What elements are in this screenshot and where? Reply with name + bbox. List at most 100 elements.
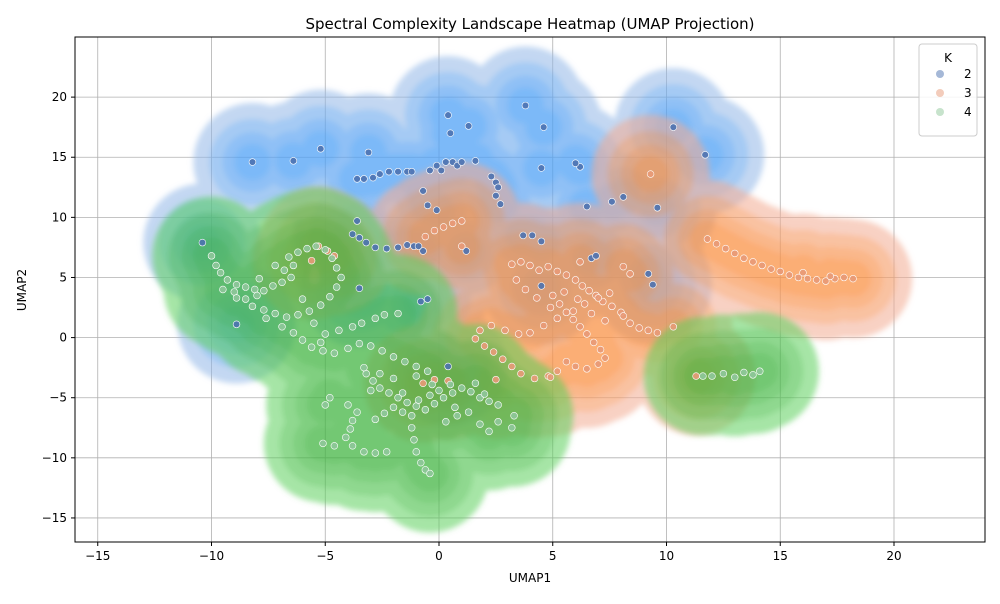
scatter-point xyxy=(419,247,427,255)
y-tick-label: −5 xyxy=(49,391,67,405)
scatter-point xyxy=(822,277,830,285)
legend[interactable]: K 2 3 4 xyxy=(918,43,978,137)
scatter-point xyxy=(539,321,548,330)
scatter-point xyxy=(526,329,534,337)
scatter-point xyxy=(767,265,775,273)
scatter-point xyxy=(467,388,475,396)
scatter-point xyxy=(826,272,834,280)
scatter-point xyxy=(353,217,361,225)
scatter-point xyxy=(476,326,484,335)
scatter-point xyxy=(330,349,339,357)
scatter-point xyxy=(537,164,546,172)
scatter-point xyxy=(294,311,302,319)
scatter-point xyxy=(496,200,505,208)
scatter-point xyxy=(487,321,496,330)
scatter-point xyxy=(740,254,748,262)
scatter-point xyxy=(408,424,416,432)
scatter-point xyxy=(644,270,652,278)
y-tick-label: 10 xyxy=(52,210,67,224)
scatter-point xyxy=(357,319,366,327)
scatter-point xyxy=(360,175,368,183)
scatter-point xyxy=(412,448,420,456)
scatter-point xyxy=(394,394,402,402)
scatter-point xyxy=(517,369,525,378)
x-tick-label: −5 xyxy=(316,549,334,563)
scatter-point xyxy=(433,206,441,214)
legend-title: K xyxy=(944,51,953,65)
scatter-point xyxy=(419,187,427,195)
scatter-point xyxy=(471,379,480,387)
scatter-point xyxy=(382,448,391,456)
scatter-point xyxy=(417,297,425,306)
scatter-point xyxy=(260,287,268,295)
legend-marker xyxy=(936,108,944,116)
scatter-point xyxy=(216,268,225,277)
scatter-point xyxy=(785,271,794,279)
scatter-point xyxy=(248,302,257,311)
legend-marker xyxy=(936,70,944,78)
scatter-point xyxy=(451,403,459,412)
scatter-point xyxy=(312,242,320,250)
scatter-point xyxy=(437,166,445,175)
scatter-point xyxy=(326,293,334,301)
scatter-point xyxy=(435,386,443,395)
scatter-point xyxy=(369,173,377,182)
scatter-point xyxy=(799,268,807,277)
scatter-point xyxy=(310,319,318,327)
scatter-point xyxy=(512,276,521,284)
scatter-point xyxy=(546,303,555,312)
scatter-point xyxy=(494,401,502,409)
scatter-point xyxy=(489,348,498,356)
scatter-point xyxy=(448,219,457,228)
scatter-point xyxy=(562,357,571,366)
scatter-point xyxy=(494,418,502,426)
scatter-point xyxy=(669,323,678,331)
scatter-point xyxy=(583,202,591,211)
scatter-point xyxy=(758,261,766,270)
y-tick-label: 20 xyxy=(52,90,67,104)
scatter-point xyxy=(355,234,364,242)
scatter-point xyxy=(380,409,389,418)
scatter-point xyxy=(453,412,461,420)
scatter-point xyxy=(740,368,748,377)
scatter-point xyxy=(471,335,480,343)
scatter-point xyxy=(485,427,493,436)
scatter-point xyxy=(408,167,416,176)
scatter-point xyxy=(471,157,480,165)
y-tick-label: 15 xyxy=(52,150,67,164)
scatter-point xyxy=(401,357,409,366)
y-tick-label: 0 xyxy=(59,331,67,345)
scatter-point xyxy=(444,111,452,119)
scatter-point xyxy=(537,237,546,246)
scatter-point xyxy=(371,314,379,323)
scatter-point xyxy=(355,339,364,348)
scatter-point xyxy=(303,244,311,253)
scatter-point xyxy=(307,343,316,351)
scatter-point xyxy=(533,294,541,302)
scatter-point xyxy=(353,175,361,183)
scatter-point xyxy=(414,242,423,250)
scatter-point xyxy=(262,314,270,323)
scatter-point xyxy=(458,217,466,225)
scatter-point xyxy=(337,273,345,282)
scatter-point xyxy=(232,280,241,289)
scatter-point xyxy=(756,367,764,375)
scatter-point xyxy=(412,372,420,380)
scatter-point xyxy=(298,336,307,344)
scatter-point xyxy=(553,267,561,276)
scatter-point xyxy=(528,231,536,240)
scatter-point xyxy=(731,373,739,381)
series-2-points xyxy=(198,101,709,371)
legend-label: 4 xyxy=(964,105,972,119)
scatter-point xyxy=(348,416,357,425)
scatter-point xyxy=(480,342,489,350)
scatter-point xyxy=(560,288,568,296)
scatter-point xyxy=(410,436,418,444)
scatter-point xyxy=(419,379,427,387)
scatter-point xyxy=(307,256,316,265)
scatter-point xyxy=(376,170,384,178)
scatter-point xyxy=(749,371,757,379)
scatter-point xyxy=(367,386,375,395)
y-tick-label: 5 xyxy=(59,270,67,284)
scatter-point xyxy=(348,323,357,331)
